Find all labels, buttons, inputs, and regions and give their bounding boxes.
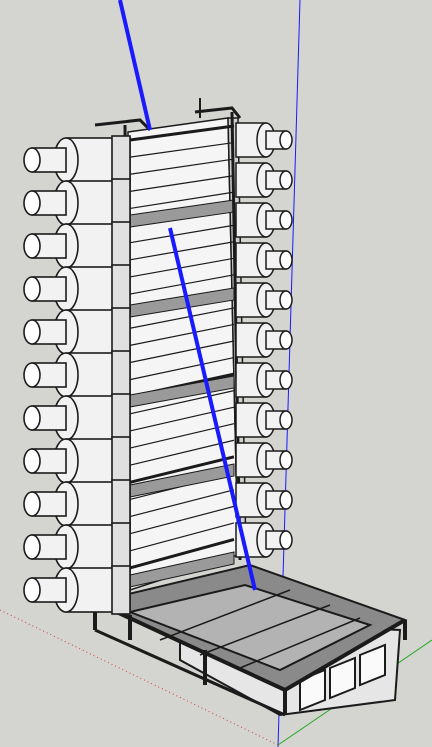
left-roller[interactable] [23, 178, 131, 228]
right-roller[interactable] [235, 122, 293, 158]
right-roller[interactable] [235, 322, 293, 358]
left-roller[interactable] [23, 350, 131, 400]
left-roller[interactable] [23, 135, 131, 185]
right-roller[interactable] [235, 362, 293, 398]
left-roller-column[interactable] [23, 135, 131, 615]
deck-inner [126, 583, 373, 672]
left-roller[interactable] [23, 264, 131, 314]
right-roller[interactable] [235, 282, 293, 318]
left-roller[interactable] [23, 436, 131, 486]
left-roller[interactable] [23, 565, 131, 615]
left-roller[interactable] [23, 221, 131, 271]
right-roller[interactable] [235, 482, 293, 518]
base-frame[interactable] [91, 563, 408, 717]
right-roller[interactable] [235, 522, 293, 558]
left-roller[interactable] [23, 522, 131, 572]
left-roller[interactable] [23, 307, 131, 357]
right-roller[interactable] [235, 202, 293, 238]
right-roller[interactable] [235, 162, 293, 198]
inference-lines [118, 0, 257, 591]
left-roller[interactable] [23, 393, 131, 443]
right-roller-column[interactable] [235, 122, 293, 558]
left-roller[interactable] [23, 479, 131, 529]
blue-guide-top [118, 0, 152, 131]
right-roller[interactable] [235, 242, 293, 278]
right-roller[interactable] [235, 402, 293, 438]
blue-guide-main [168, 227, 257, 591]
right-roller[interactable] [235, 442, 293, 478]
